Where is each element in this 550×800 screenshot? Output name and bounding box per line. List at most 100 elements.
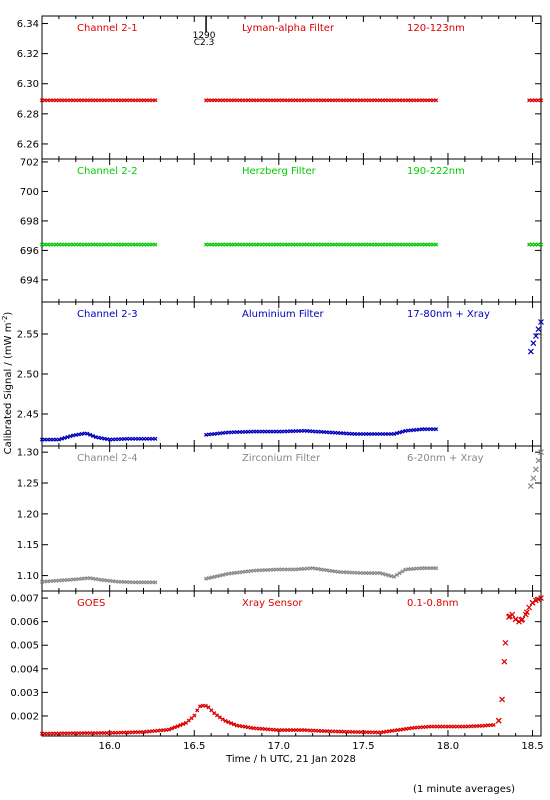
data-series-segment: [39, 98, 158, 103]
data-point: [99, 436, 104, 441]
data-point: [381, 729, 386, 735]
data-point: [538, 449, 544, 456]
y-tick-label: 0.003: [10, 688, 39, 699]
panel-frame: [41, 15, 542, 160]
data-point: [166, 727, 172, 732]
data-point: [527, 483, 534, 490]
y-tick-label: 700: [20, 187, 39, 198]
data-point: [394, 572, 399, 577]
data-point: [519, 616, 526, 623]
data-series-segment: [527, 242, 544, 247]
y-tick-label: 694: [20, 275, 39, 286]
data-series-segment: [39, 703, 496, 736]
data-point: [392, 728, 397, 733]
panel-channel-label: Channel 2-2: [77, 166, 138, 177]
y-tick-label: 0.002: [10, 711, 39, 722]
data-point: [71, 433, 76, 438]
data-point: [380, 571, 385, 576]
y-tick-label: 6.28: [17, 109, 39, 120]
data-point: [383, 572, 388, 577]
data-point: [102, 436, 107, 441]
data-point: [495, 717, 502, 724]
data-point: [509, 611, 516, 618]
panel-1: Channel 2-1 Lyman-alpha Filter 120-123nm 6.…: [17, 15, 544, 160]
data-point: [223, 718, 228, 724]
x-tick-label: 16.5: [183, 741, 205, 752]
y-tick-label: 1.25: [17, 479, 39, 490]
y-tick-label: 1.30: [17, 448, 39, 459]
y-tick-label: 2.45: [17, 410, 39, 421]
data-point: [79, 431, 84, 437]
x-tick-label: 17.5: [352, 741, 374, 752]
panel-channel-label: GOES: [77, 598, 105, 609]
panel-band-label: 17-80nm + Xray: [407, 309, 490, 320]
data-point: [237, 723, 242, 728]
data-point: [223, 572, 228, 577]
data-series-segment: [204, 566, 439, 581]
data-point: [384, 729, 389, 734]
data-point: [406, 726, 412, 731]
y-tick-label: 1.15: [17, 540, 39, 551]
panel-channel-label: Channel 2-3: [77, 309, 138, 320]
data-series-segment: [204, 98, 439, 103]
y-tick-label: 0.007: [10, 594, 39, 605]
data-series-segment: [204, 427, 439, 437]
footnote: (1 minute averages): [413, 784, 515, 795]
data-point: [530, 340, 537, 347]
data-point: [321, 567, 326, 572]
data-point: [391, 574, 397, 579]
data-point: [68, 434, 73, 439]
data-point: [243, 724, 248, 729]
data-point: [198, 704, 203, 709]
data-point: [203, 703, 208, 708]
data-point: [209, 708, 214, 713]
panel-frame: [41, 158, 542, 303]
y-tick-label: 698: [20, 216, 39, 227]
data-point: [189, 716, 194, 721]
data-series-segment: [527, 449, 544, 490]
data-point: [502, 639, 509, 646]
y-axis-label: Calibrated Signal / (mW m-2): [1, 312, 14, 455]
data-point: [512, 616, 519, 623]
panel-3: Channel 2-3 Aluminium Filter 17-80nm + Xra…: [17, 301, 544, 447]
data-point: [231, 722, 237, 727]
y-tick-label: 6.30: [17, 79, 39, 90]
data-point: [88, 576, 93, 581]
data-point: [434, 98, 439, 103]
data-point: [316, 566, 321, 572]
data-point: [218, 573, 223, 578]
data-point: [434, 242, 439, 247]
data-series-segment: [39, 431, 158, 442]
panel-2: Channel 2-2 Herzberg Filter 190-222nm 694 69…: [20, 157, 544, 303]
data-point: [522, 611, 529, 618]
data-point: [499, 696, 506, 703]
data-point: [175, 724, 180, 729]
data-point: [204, 576, 209, 581]
data-point: [434, 566, 439, 571]
data-point: [391, 431, 397, 437]
data-point: [212, 574, 217, 579]
y-tick-label: 6.26: [17, 139, 39, 150]
data-point: [85, 431, 90, 436]
data-point: [178, 723, 183, 728]
y-tick-label: 2.55: [17, 330, 39, 341]
data-series-segment: [495, 595, 544, 724]
panel-band-label: 6-20nm + Xray: [407, 453, 484, 464]
x-tick-label: 18.5: [521, 741, 543, 752]
panel-filter-label: Xray Sensor: [242, 598, 303, 609]
data-point: [240, 724, 245, 729]
data-point: [397, 430, 402, 435]
data-point: [538, 98, 544, 103]
data-point: [234, 723, 239, 728]
data-point: [501, 658, 508, 665]
panel-5: GOES Xray Sensor 0.1-0.8nm 0.002 0.003 0.004 0…: [10, 590, 544, 752]
data-point: [403, 567, 408, 572]
data-point: [313, 566, 318, 571]
data-point: [229, 721, 234, 726]
data-point: [206, 705, 211, 710]
x-tick-label: 16.0: [99, 741, 121, 752]
data-point: [181, 722, 186, 727]
data-point: [246, 725, 251, 730]
data-point: [215, 574, 220, 579]
data-point: [105, 437, 110, 442]
